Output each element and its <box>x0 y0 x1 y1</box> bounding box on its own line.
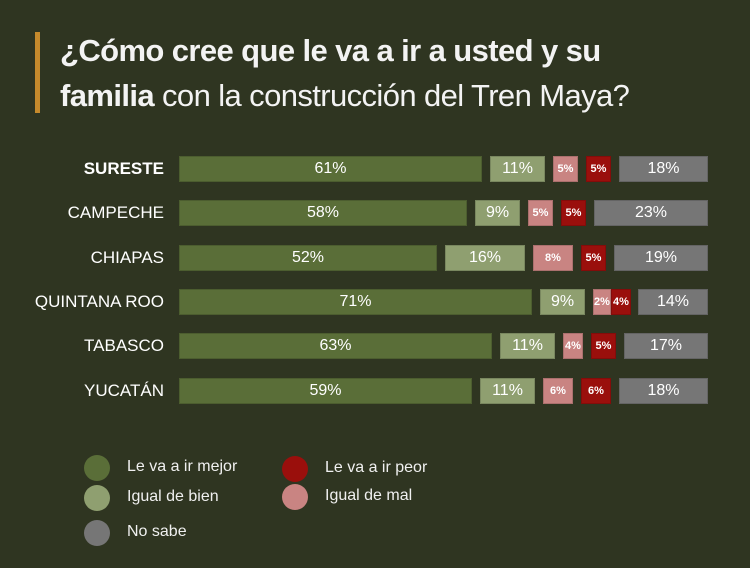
legend-label: No sabe <box>127 523 187 540</box>
data-label: 17% <box>649 337 683 354</box>
data-label: 8% <box>545 252 561 264</box>
bar-segment: 16% <box>445 245 525 271</box>
title-line-1: ¿Cómo cree que le va a ir a usted y su <box>60 33 601 68</box>
bar-segment: 23% <box>594 200 708 226</box>
legend-label: Igual de mal <box>325 487 413 504</box>
row-label: TABASCO <box>84 336 164 355</box>
bar-segment: 5% <box>528 200 553 226</box>
row-label: CHIAPAS <box>90 248 164 267</box>
data-label: 23% <box>634 204 668 221</box>
legend-label: Le va a ir peor <box>325 459 428 476</box>
data-label: 4% <box>565 340 581 352</box>
legend-label: Le va a ir mejor <box>127 458 238 475</box>
bar-segment: 9% <box>540 289 585 315</box>
data-label: 5% <box>595 340 612 352</box>
data-label: 5% <box>590 163 607 175</box>
bar-segment: 11% <box>490 156 545 182</box>
data-label: 9% <box>485 204 510 221</box>
bar-segment: 71% <box>179 289 532 315</box>
bar-segment: 5% <box>553 156 578 182</box>
data-label: 18% <box>647 160 680 177</box>
legend-swatch <box>282 484 308 510</box>
data-label: 5% <box>557 163 574 175</box>
data-label: 59% <box>309 382 342 399</box>
bar-segment: 5% <box>586 156 611 182</box>
bar-segment: 58% <box>179 200 467 226</box>
row-label: CAMPECHE <box>67 203 164 222</box>
data-label: 58% <box>306 204 340 221</box>
bar-segment: 9% <box>475 200 520 226</box>
bar-segment: 18% <box>619 156 708 182</box>
legend-swatch <box>84 455 110 481</box>
bar-segment: 6% <box>581 378 611 404</box>
bar-segment: 61% <box>179 156 482 182</box>
data-label: 52% <box>291 249 325 266</box>
title-accent-bar <box>35 32 40 113</box>
bar-segment: 52% <box>179 245 437 271</box>
data-label: 18% <box>647 382 680 399</box>
legend-swatch <box>282 456 308 482</box>
bar-segment: 63% <box>179 333 492 359</box>
data-label: 11% <box>502 160 533 177</box>
data-label: 11% <box>492 382 523 399</box>
title-line-2-bold: familia <box>60 78 155 113</box>
data-label: 4% <box>613 296 629 308</box>
title-line-2-light: con la construcción del Tren Maya? <box>154 78 630 113</box>
data-label: 19% <box>644 249 678 266</box>
bar-segment: 4% <box>611 289 631 315</box>
bar-segment: 18% <box>619 378 708 404</box>
legend-swatch <box>84 485 110 511</box>
bar-segment: 17% <box>624 333 708 359</box>
bar-segment: 11% <box>500 333 555 359</box>
data-label: 71% <box>339 293 372 310</box>
data-label: 61% <box>314 160 347 177</box>
row-label: SURESTE <box>83 159 164 178</box>
bar-segment: 6% <box>543 378 573 404</box>
bar-segment: 8% <box>533 245 573 271</box>
legend-label: Igual de bien <box>127 488 219 505</box>
data-label: 9% <box>550 293 575 310</box>
row-label: QUINTANA ROO <box>34 292 164 311</box>
bar-segment: 11% <box>480 378 535 404</box>
bar-segment: 19% <box>614 245 708 271</box>
row-label: YUCATÁN <box>84 381 164 400</box>
data-label: 6% <box>588 385 604 397</box>
data-label: 5% <box>532 207 549 219</box>
chart-title: ¿Cómo cree que le va a ir a usted y su f… <box>60 28 630 118</box>
data-label: 11% <box>512 337 543 354</box>
bar-segment: 5% <box>581 245 606 271</box>
bar-segment: 14% <box>638 289 708 315</box>
data-label: 2% <box>594 296 610 308</box>
bar-segment: 5% <box>561 200 586 226</box>
data-label: 16% <box>468 249 502 266</box>
data-label: 63% <box>319 337 352 354</box>
legend-swatch <box>84 520 110 546</box>
bar-segment: 5% <box>591 333 616 359</box>
data-label: 6% <box>550 385 566 397</box>
bar-segment: 2% <box>593 289 611 315</box>
bar-segment: 59% <box>179 378 472 404</box>
data-label: 5% <box>565 207 582 219</box>
bar-segment: 4% <box>563 333 583 359</box>
data-label: 14% <box>656 293 690 310</box>
data-label: 5% <box>585 252 602 264</box>
